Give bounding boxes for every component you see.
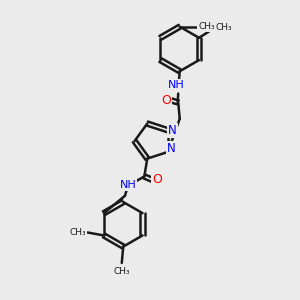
Text: O: O [161, 94, 171, 107]
Text: N: N [167, 142, 176, 155]
Text: CH₃: CH₃ [70, 228, 86, 237]
Text: O: O [152, 173, 162, 186]
Text: NH: NH [168, 80, 185, 90]
Text: CH₃: CH₃ [113, 267, 130, 276]
Text: CH₃: CH₃ [198, 22, 215, 31]
Text: NH: NH [120, 180, 136, 190]
Text: N: N [168, 124, 177, 137]
Text: CH₃: CH₃ [215, 23, 232, 32]
